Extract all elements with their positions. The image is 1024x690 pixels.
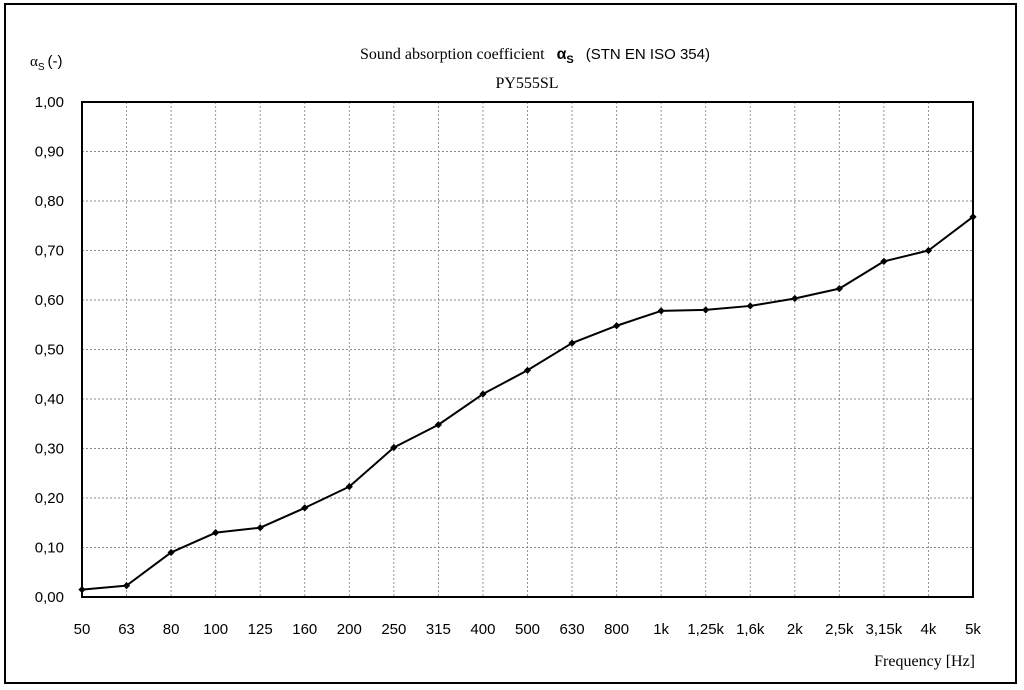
x-tick-label: 4k [921,621,937,638]
x-tick-label: 400 [470,621,495,638]
y-tick-label: 0,90 [35,144,64,161]
data-point [969,213,977,221]
x-tick-label: 2,5k [825,621,854,638]
y-tick-label: 0,20 [35,490,64,507]
x-tick-label: 63 [118,621,135,638]
x-tick-label: 80 [163,621,180,638]
x-tick-label: 1,25k [687,621,724,638]
y-tick-label: 0,00 [35,589,64,606]
y-tick-label: 0,40 [35,391,64,408]
x-tick-label: 100 [203,621,228,638]
data-point [523,366,532,374]
y-tick-label: 1,00 [35,94,64,111]
y-tick-label: 0,70 [35,243,64,260]
chart-frame [4,3,1017,684]
axes: 50 63 80 100 125 160 200 250 315 400 500 630 800 1k 1,… [35,94,982,638]
data-point [746,302,754,310]
data-point [613,322,621,330]
data-point [657,307,665,315]
y-axis-symbol: α [30,54,38,70]
x-tick-label: 1,6k [736,621,765,638]
data-point [835,285,843,293]
data-point [122,582,131,590]
data-point [345,483,353,491]
y-tick-label: 0,80 [35,193,64,210]
x-tick-label: 500 [515,621,540,638]
y-axis-unit: (-) [48,53,63,70]
data-point [167,548,175,557]
x-axis-label: Frequency [Hz] [874,653,975,670]
x-tick-label: 800 [604,621,629,638]
data-point [434,421,442,429]
y-tick-label: 0,30 [35,441,64,458]
chart-title-symbol-sub: S [566,54,573,66]
data-point [568,339,576,347]
plot-area-border [81,101,974,598]
x-tick-label: 1k [653,621,669,638]
y-axis-symbol-sub: S [38,62,45,73]
chart-subtitle: PY555SL [495,75,558,92]
x-tick-label: 315 [426,621,451,638]
data-point [702,306,710,314]
grid [82,102,973,597]
data-point [791,294,799,303]
data-point [256,524,264,532]
x-tick-label: 630 [560,621,585,638]
data-point [479,390,487,398]
x-tick-label: 2k [787,621,803,638]
chart-title-standard: (STN EN ISO 354) [586,46,710,63]
data-point [924,246,933,255]
chart-title-text: Sound absorption coefficient [360,46,545,63]
x-tick-label: 50 [74,621,91,638]
y-tick-label: 0,50 [35,342,64,359]
data-point [78,585,86,594]
chart-title-symbol: α [557,46,567,63]
chart-title: Sound absorption coefficient αS (STN EN … [360,46,710,67]
data-point [212,529,220,537]
x-tick-label: 160 [292,621,317,638]
x-tick-label: 200 [337,621,362,638]
data-point [390,443,398,452]
data-point [880,257,888,265]
series [78,213,977,594]
x-tick-label: 5k [965,621,981,638]
data-point [301,504,309,512]
x-tick-label: 125 [248,621,273,638]
y-axis-label: αS (-) [30,53,63,73]
y-tick-label: 0,60 [35,292,64,309]
x-tick-label: 250 [381,621,406,638]
x-tick-label: 3,15k [866,621,903,638]
y-tick-label: 0,10 [35,540,64,557]
